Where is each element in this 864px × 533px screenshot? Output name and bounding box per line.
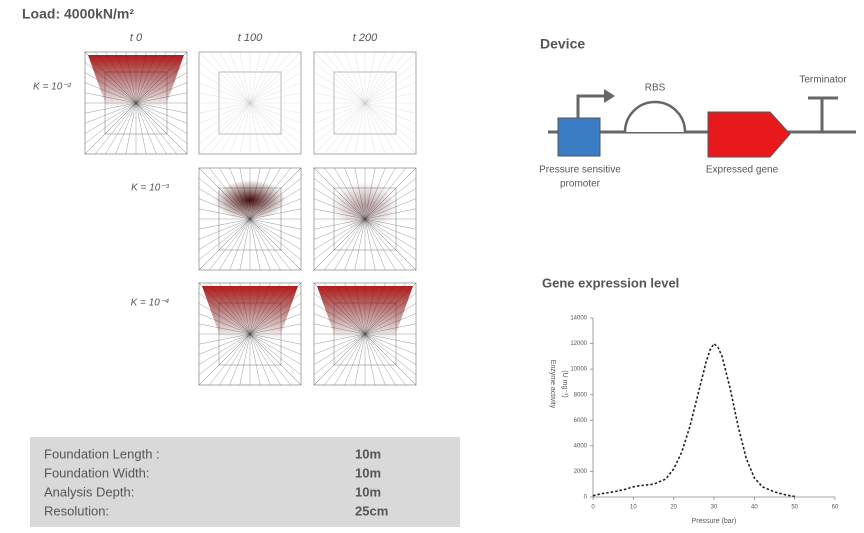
x-tick-label: 30 [711,505,718,511]
simulation-cube [314,168,416,270]
table-value: 25cm [355,503,388,518]
y-tick-label: 6000 [574,418,588,424]
y-tick-label: 8000 [574,392,588,398]
table-label: Resolution: [44,503,109,518]
y-tick-label: 2000 [574,469,588,475]
promoter-box [558,118,600,156]
rbs-arc [625,102,685,132]
rbs-label: RBS [645,83,666,94]
x-tick-label: 20 [670,505,677,511]
terminator-symbol [808,98,838,132]
device-title: Device [540,36,585,52]
x-axis-label: Pressure (bar) [692,518,737,525]
chart-title: Gene expression level [542,275,679,290]
table-value: 10m [355,446,381,461]
x-tick-label: 0 [591,505,595,511]
simulation-cube [314,52,416,154]
y-tick-label: 10000 [570,367,587,373]
table-label: Foundation Width: [44,465,150,480]
column-header: t 100 [238,32,263,44]
promoter-label: Pressure sensitive [539,165,621,176]
simulation-cube [314,283,416,385]
table-label: Foundation Length : [44,446,160,461]
promoter-arrowhead [604,89,615,103]
figure: Load: 4000kN/m² Device RBS Terminator Pr… [0,0,864,533]
data-line [593,344,795,497]
y-tick-label: 12000 [570,341,587,347]
promoter-label: promoter [560,179,601,190]
x-tick-label: 50 [791,505,798,511]
simulation-cube [199,283,301,385]
table-value: 10m [355,484,381,499]
load-label: Load: 4000kN/m² [22,6,134,22]
x-tick-label: 60 [832,505,839,511]
row-label: K = 10⁻³ [131,183,169,194]
column-header: t 200 [353,32,378,44]
y-tick-label: 4000 [574,443,588,449]
table-label: Analysis Depth: [44,484,134,499]
y-axis-label: (U mg⁻¹) [561,370,568,397]
y-tick-label: 0 [584,495,588,501]
column-header: t 0 [130,32,143,44]
simulation-cube [85,52,187,154]
terminator-label: Terminator [799,75,847,86]
simulation-cube [199,52,301,154]
gene-arrow [708,112,790,157]
promoter-arrow [578,96,606,118]
y-tick-label: 14000 [570,316,587,322]
simulation-cube [199,168,301,270]
row-label: K = 10⁻² [33,82,71,93]
x-tick-label: 10 [630,505,637,511]
row-label: K = 10⁻⁴ [131,298,170,309]
x-tick-label: 40 [751,505,758,511]
gene-label: Expressed gene [706,165,779,176]
table-value: 10m [355,465,381,480]
y-axis-label: Enzyme activity [549,360,556,409]
